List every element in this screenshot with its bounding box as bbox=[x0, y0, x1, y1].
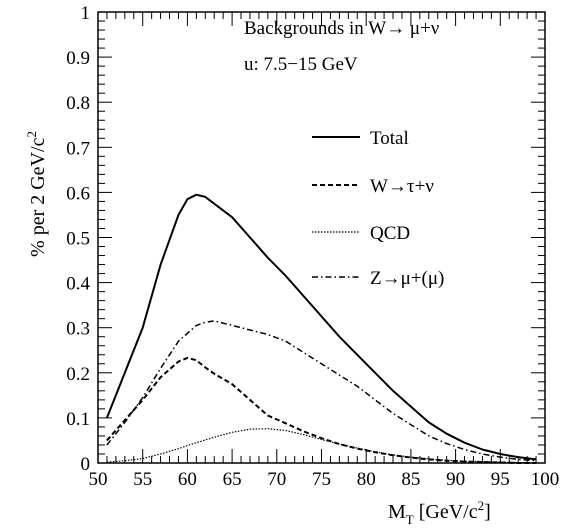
x-tick-label: 100 bbox=[531, 469, 560, 490]
x-tick-label: 75 bbox=[312, 469, 331, 490]
x-tick-label: 55 bbox=[133, 469, 152, 490]
x-tick-label: 95 bbox=[491, 469, 510, 490]
y-tick-label: 0.3 bbox=[66, 319, 90, 340]
x-tick-label: 85 bbox=[401, 469, 420, 490]
y-tick-label: 1 bbox=[81, 3, 91, 24]
y-tick-label: 0.9 bbox=[66, 48, 90, 69]
y-tick-label: 0.2 bbox=[66, 364, 90, 385]
y-axis-title: % per 2 GeV/c2 bbox=[24, 131, 49, 257]
plot-frame bbox=[97, 11, 546, 464]
y-axis-title-main: % per 2 GeV/c bbox=[27, 137, 49, 257]
x-tick-label: 65 bbox=[223, 469, 242, 490]
series-line-2 bbox=[106, 428, 537, 464]
plot-area bbox=[97, 11, 546, 464]
x-axis-title-sub: T bbox=[406, 512, 414, 527]
annotation-u-range: u: 7.5−15 GeV bbox=[244, 54, 358, 75]
y-tick-label: 0.6 bbox=[66, 183, 90, 204]
x-tick-label: 60 bbox=[178, 469, 197, 490]
x-axis-title-unit: [GeV/c bbox=[414, 501, 478, 523]
x-axis-title-close: ] bbox=[484, 501, 491, 523]
axis-ticks: 50 55 60 65 70 75 80 85 90 95 100 0 0.1 0.2 0.3 0.4 0.5 0… bbox=[66, 3, 559, 490]
y-tick-label: 0 bbox=[81, 454, 91, 475]
x-axis-title-main: M bbox=[388, 501, 406, 523]
x-tick-label: 90 bbox=[446, 469, 465, 490]
legend-label: QCD bbox=[370, 223, 410, 244]
y-axis-title-sup: 2 bbox=[24, 131, 39, 138]
y-tick-label: 0.4 bbox=[66, 274, 90, 295]
x-axis-title-sup: 2 bbox=[478, 498, 485, 513]
series-line-0 bbox=[105, 193, 537, 461]
legend-label: W→τ+ν bbox=[370, 176, 434, 197]
x-axis-title: MT [GeV/c2] bbox=[388, 498, 491, 527]
y-tick-label: 0.1 bbox=[66, 409, 90, 430]
annotation-backgrounds: Backgrounds in W→ μ+ν bbox=[244, 18, 440, 39]
series-lines bbox=[105, 193, 537, 464]
y-tick-label: 0.5 bbox=[66, 229, 90, 250]
x-tick-label: 80 bbox=[357, 469, 376, 490]
x-tick-label: 50 bbox=[89, 469, 108, 490]
y-tick-label: 0.7 bbox=[66, 138, 90, 159]
legend: Total W→τ+ν QCD Z→μ+(μ) bbox=[312, 128, 444, 289]
x-tick-label: 70 bbox=[267, 469, 286, 490]
series-line-1 bbox=[106, 356, 537, 464]
legend-label: Total bbox=[370, 128, 409, 149]
y-tick-label: 0.8 bbox=[66, 93, 90, 114]
legend-label: Z→μ+(μ) bbox=[370, 268, 444, 289]
series-line-3 bbox=[106, 320, 537, 462]
